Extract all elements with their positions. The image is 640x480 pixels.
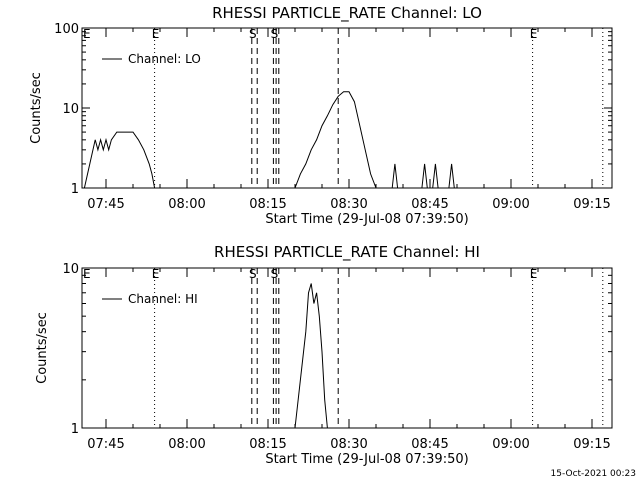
x-tick-label: 08:45 (411, 437, 448, 452)
x-tick-label: 09:00 (492, 197, 529, 212)
plot-timestamp: 15-Oct-2021 00:23 (551, 469, 636, 479)
x-tick-label: 07:45 (87, 437, 124, 452)
x-tick-label: 09:00 (492, 437, 529, 452)
y-axis-label: Counts/sec (29, 72, 44, 144)
event-marker-label: E (530, 267, 538, 281)
event-marker-label: E (152, 267, 160, 281)
event-marker-label: E (530, 27, 538, 41)
x-tick-label: 08:15 (249, 437, 286, 452)
x-tick-label: 09:15 (573, 437, 610, 452)
legend-label: Channel: LO (128, 52, 201, 66)
series-line (83, 131, 156, 189)
y-tick-label: 10 (62, 102, 79, 117)
x-axis-label: Start Time (29-Jul-08 07:39:50) (265, 452, 468, 467)
corner-event-label: E (83, 267, 91, 281)
x-tick-label: 08:00 (168, 197, 205, 212)
x-axis-label: Start Time (29-Jul-08 07:39:50) (265, 212, 468, 227)
series-line (294, 283, 328, 429)
corner-event-label: E (83, 27, 91, 41)
event-marker-label: S (271, 267, 279, 281)
y-tick-label: 1 (71, 422, 79, 437)
x-tick-label: 08:30 (330, 437, 367, 452)
event-marker-label: S (249, 27, 257, 41)
y-tick-label: 1 (71, 182, 79, 197)
chart-title: RHESSI PARTICLE_RATE Channel: HI (214, 243, 480, 262)
event-marker-label: S (249, 267, 257, 281)
event-marker-label: E (152, 27, 160, 41)
x-tick-label: 07:45 (87, 197, 124, 212)
event-marker-label: S (271, 27, 279, 41)
x-tick-label: 08:45 (411, 197, 448, 212)
y-tick-label: 10 (62, 262, 79, 277)
plot-frame (81, 267, 613, 429)
y-tick-label: 100 (54, 22, 79, 37)
x-tick-label: 08:30 (330, 197, 367, 212)
x-tick-label: 08:00 (168, 437, 205, 452)
chart-panel-1: RHESSI PARTICLE_RATE Channel: LO 1 10 100 07… (29, 4, 613, 227)
chart-panel-2: RHESSI PARTICLE_RATE Channel: HI 1 10 07:45… (35, 243, 613, 467)
x-tick-label: 08:15 (249, 197, 286, 212)
legend-label: Channel: HI (128, 292, 198, 306)
y-axis-label: Counts/sec (35, 312, 50, 384)
series-line (294, 91, 377, 189)
x-tick-label: 09:15 (573, 197, 610, 212)
series-line (421, 163, 455, 189)
chart-title: RHESSI PARTICLE_RATE Channel: LO (212, 4, 482, 23)
series-line (391, 163, 399, 189)
